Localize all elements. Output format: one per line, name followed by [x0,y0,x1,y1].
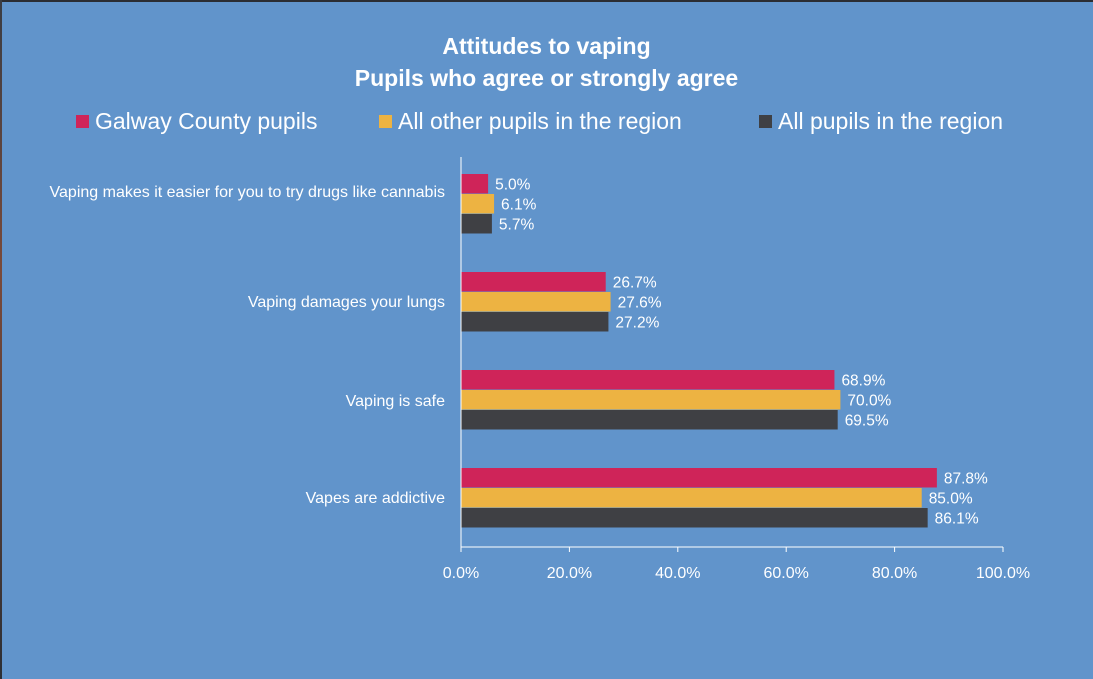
legend-swatch-all [759,115,772,128]
bar [461,468,937,488]
x-tick-label: 80.0% [872,565,917,582]
data-label: 5.7% [499,216,535,233]
bar [461,410,838,430]
data-label: 69.5% [845,412,889,429]
bar [461,488,922,508]
data-label: 85.0% [929,490,973,507]
chart-subtitle: Pupils who agree or strongly agree [354,65,739,91]
bar [461,194,495,214]
legend-item-other: All other pupils in the region [379,108,682,135]
bar [461,214,492,234]
category-label-drugs: Vaping makes it easier for you to try dr… [49,184,445,201]
bar [461,292,611,312]
data-label: 87.8% [944,470,988,487]
data-label: 6.1% [501,196,537,213]
data-label: 26.7% [613,274,657,291]
x-tick-label: 60.0% [764,565,809,582]
x-tick-label: 0.0% [443,565,479,582]
x-tick-label: 100.0% [976,565,1030,582]
data-label: 86.1% [935,510,979,527]
data-label: 68.9% [841,372,885,389]
data-label: 5.0% [495,176,531,193]
data-label: 70.0% [847,392,891,409]
category-label-addictive: Vapes are addictive [305,490,445,507]
bar [461,508,928,528]
bar [461,390,841,410]
category-label-lungs: Vaping damages your lungs [247,294,445,311]
legend-label-all: All pupils in the region [778,108,1004,134]
bar [461,272,606,292]
category-label-safe: Vaping is safe [345,393,445,410]
chart-title: Attitudes to vaping [442,33,651,59]
legend-label-galway: Galway County pupils [95,108,318,134]
legend: Galway County pupils All other pupils in… [0,108,1093,138]
legend-label-other: All other pupils in the region [398,108,682,134]
bar [461,312,609,332]
bar [461,174,489,194]
legend-item-all: All pupils in the region [759,108,1003,135]
legend-swatch-other [379,115,392,128]
legend-item-galway: Galway County pupils [76,108,317,135]
bar [461,370,835,390]
legend-swatch-galway [76,115,89,128]
data-label: 27.6% [618,294,662,311]
left-edge-strip [0,0,2,679]
x-tick-label: 40.0% [655,565,700,582]
x-tick-label: 20.0% [547,565,592,582]
data-label: 27.2% [615,314,659,331]
